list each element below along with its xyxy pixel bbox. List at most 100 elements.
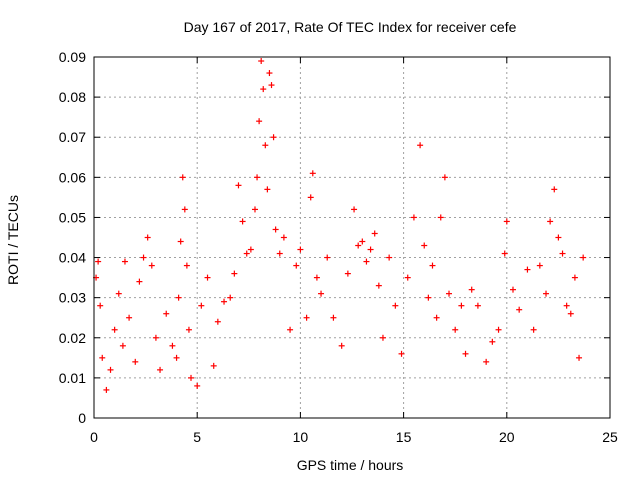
data-point: [198, 302, 205, 309]
data-point: [264, 186, 271, 193]
data-point: [256, 118, 263, 125]
data-point: [148, 262, 155, 269]
data-point: [386, 254, 393, 261]
data-point: [433, 314, 440, 321]
y-tick-label: 0: [78, 410, 86, 426]
x-tick-label: 15: [396, 429, 412, 445]
data-point: [458, 302, 465, 309]
data-point: [188, 374, 195, 381]
data-point: [318, 290, 325, 297]
data-point: [107, 366, 114, 373]
x-tick-label: 0: [90, 429, 98, 445]
data-point: [231, 270, 238, 277]
data-point: [359, 238, 366, 245]
data-point: [194, 382, 201, 389]
data-point: [99, 354, 106, 361]
data-point: [503, 218, 510, 225]
data-point: [462, 350, 469, 357]
data-point: [181, 206, 188, 213]
data-point: [121, 258, 128, 265]
data-point: [330, 314, 337, 321]
data-point: [367, 246, 374, 253]
data-point: [251, 206, 258, 213]
x-tick-label: 25: [602, 429, 618, 445]
data-point: [177, 238, 184, 245]
data-point: [351, 206, 358, 213]
data-point: [227, 294, 234, 301]
data-point: [338, 342, 345, 349]
data-point: [495, 326, 502, 333]
data-point: [551, 186, 558, 193]
data-point: [260, 86, 267, 93]
data-point: [210, 362, 217, 369]
data-point: [140, 254, 147, 261]
data-point: [524, 266, 531, 273]
data-point: [126, 314, 133, 321]
data-point: [392, 302, 399, 309]
data-point: [185, 326, 192, 333]
x-tick-label: 10: [293, 429, 309, 445]
data-point: [214, 318, 221, 325]
data-point: [276, 250, 283, 257]
y-tick-label: 0.02: [59, 330, 86, 346]
data-point: [221, 298, 228, 305]
data-point: [580, 254, 587, 261]
data-point: [132, 358, 139, 365]
data-point: [468, 286, 475, 293]
data-point: [287, 326, 294, 333]
data-point: [169, 342, 176, 349]
data-point: [136, 278, 143, 285]
data-point: [303, 314, 310, 321]
y-tick-label: 0.03: [59, 290, 86, 306]
data-point: [179, 174, 186, 181]
data-point: [144, 234, 151, 241]
y-tick-label: 0.04: [59, 250, 86, 266]
data-point: [119, 342, 126, 349]
data-point: [313, 274, 320, 281]
data-point: [379, 334, 386, 341]
data-point: [272, 226, 279, 233]
data-point: [297, 246, 304, 253]
data-point: [417, 142, 424, 149]
data-point: [404, 274, 411, 281]
x-tick-label: 20: [499, 429, 515, 445]
data-point: [563, 302, 570, 309]
data-point: [530, 326, 537, 333]
data-point: [363, 258, 370, 265]
data-point: [95, 258, 102, 265]
data-point: [559, 250, 566, 257]
data-point: [293, 262, 300, 269]
x-tick-label: 5: [193, 429, 201, 445]
data-point: [344, 270, 351, 277]
data-point: [173, 354, 180, 361]
data-point: [567, 310, 574, 317]
data-point: [410, 214, 417, 221]
data-point: [398, 350, 405, 357]
data-point: [474, 302, 481, 309]
data-point: [103, 386, 110, 393]
data-point: [204, 274, 211, 281]
data-point: [262, 142, 269, 149]
y-tick-label: 0.06: [59, 169, 86, 185]
data-point: [355, 242, 362, 249]
data-point: [258, 58, 265, 65]
data-point: [239, 218, 246, 225]
axis-ticks: 0 0.01 0.02 0.03 0.04 0.05 0.06 0.07 0.08 0.09 0 5 1…: [59, 49, 618, 445]
chart-title: Day 167 of 2017, Rate Of TEC Index for r…: [184, 19, 517, 35]
data-point: [307, 194, 314, 201]
data-point: [547, 218, 554, 225]
data-point: [429, 262, 436, 269]
data-point: [501, 250, 508, 257]
data-point: [111, 326, 118, 333]
data-point: [437, 214, 444, 221]
y-tick-label: 0.01: [59, 370, 86, 386]
data-point: [324, 254, 331, 261]
data-point: [247, 246, 254, 253]
y-tick-label: 0.08: [59, 89, 86, 105]
data-point: [280, 234, 287, 241]
data-point: [421, 242, 428, 249]
data-point: [425, 294, 432, 301]
data-point: [97, 302, 104, 309]
data-point: [266, 70, 273, 77]
